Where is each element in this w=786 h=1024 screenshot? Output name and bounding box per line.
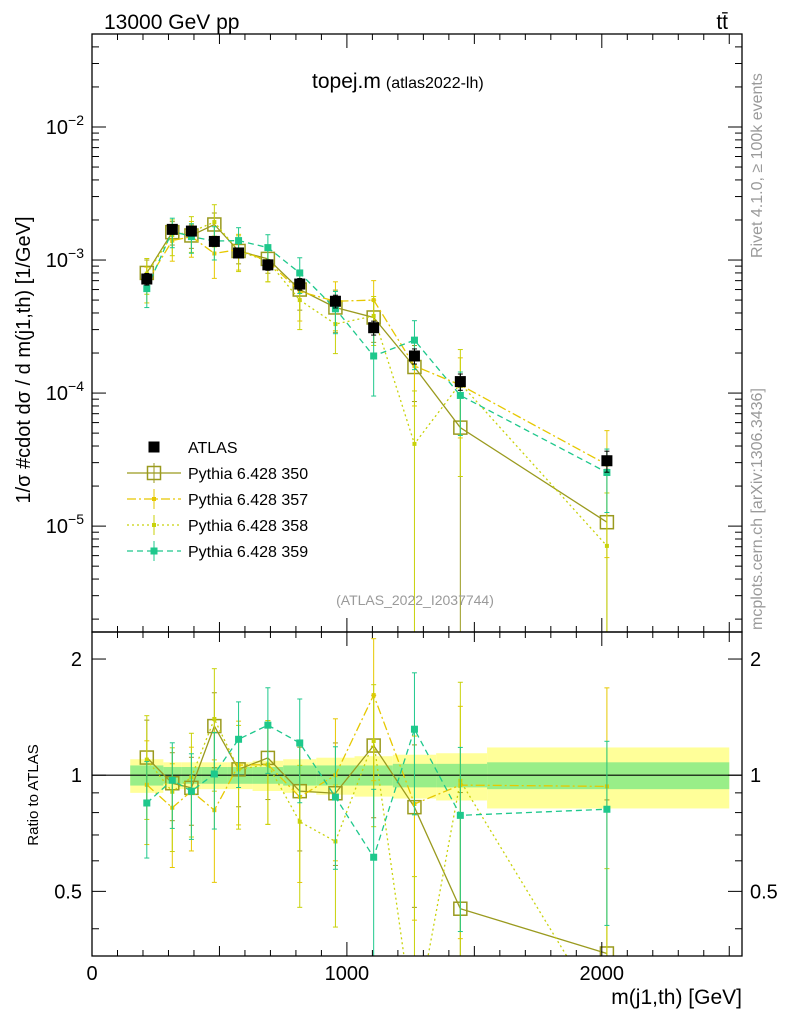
ratio-series-2-point (144, 757, 149, 762)
x-axis-label: m(j1,th) [GeV] (611, 986, 742, 1009)
series-3-point (331, 305, 339, 313)
y-tick-label: 10−5 (46, 511, 84, 538)
data-point (329, 295, 341, 307)
plot-title-main: topej.m (312, 70, 381, 93)
mcplots-label: mcplots.cern.ch [arXiv:1306.3436] (749, 388, 766, 630)
data-point (601, 455, 613, 467)
data-point (233, 247, 245, 259)
series-3-point (296, 269, 304, 277)
header-left: 13000 GeV pp (104, 11, 239, 34)
ratio-series-2-point (605, 1020, 609, 1024)
y-tick-label: 10−2 (46, 112, 84, 139)
series-2-point (371, 313, 376, 318)
ratio-y-tick-label-right: 1 (750, 765, 761, 787)
data-point (208, 235, 220, 247)
series-3-point (187, 233, 195, 241)
x-tick-label: 0 (86, 963, 97, 985)
legend-marker (150, 547, 158, 555)
legend-marker (152, 523, 156, 527)
legend-label: Pythia 6.428 357 (188, 492, 308, 509)
ratio-series-2-line (146, 717, 568, 956)
y-axis-label: 1/σ #cdot dσ / d m(j1,th) [1/GeV] (13, 216, 35, 503)
ratio-y-tick-label: 0.5 (54, 881, 82, 903)
x-tick-label: 2000 (580, 963, 625, 985)
ratio-y-tick-label-right: 0.5 (750, 881, 778, 903)
x-tick-label: 1000 (325, 963, 370, 985)
y-tick-label: 10−3 (46, 245, 84, 272)
legend-label: ATLAS (188, 440, 238, 457)
ratio-series-3-point (296, 739, 304, 747)
ratio-series-3-point (456, 811, 464, 819)
ratio-series-2-point (297, 819, 302, 824)
legend-marker (148, 441, 160, 453)
ratio-series-3-point (143, 799, 151, 807)
ratio-series-2-point (212, 716, 217, 721)
legend-marker (152, 497, 156, 501)
data-series (141, 223, 613, 473)
ratio-panel: 0 1000 2000 0.5 0.5 1 1 2 2 (54, 631, 778, 1024)
legend-label: Pythia 6.428 358 (188, 518, 308, 535)
series-3-point (370, 352, 378, 360)
series-3-point (264, 244, 272, 252)
series-3-point (235, 237, 243, 245)
series-2-point (604, 543, 609, 548)
ratio-series-3-point (410, 725, 418, 733)
main-series (139, 204, 615, 632)
data-point (166, 223, 178, 235)
series-2-point (297, 298, 302, 303)
ratio-series-3 (143, 672, 611, 956)
plot-title-suffix: (atlas2022-lh) (386, 75, 484, 92)
ratio-y-tick-label-right: 2 (750, 649, 761, 671)
main-frame (91, 33, 743, 633)
legend-label: Pythia 6.428 350 (188, 466, 308, 483)
ratio-series-3-point (370, 853, 378, 861)
series-1-line (146, 235, 608, 466)
ratio-series-3-point (235, 735, 243, 743)
series-2-point (212, 220, 217, 225)
data-point (454, 376, 466, 388)
legend-label: Pythia 6.428 359 (188, 544, 308, 561)
ratio-frame (91, 631, 743, 957)
ratio-series-3-point (187, 787, 195, 795)
data-point (185, 225, 197, 237)
legend-marker (146, 465, 162, 481)
analysis-watermark: (ATLAS_2022_I2037744) (336, 592, 494, 608)
main-axes: 10−2 10−3 10−4 10−5 (46, 33, 743, 633)
series-3-line (146, 230, 608, 474)
ratio-series-3-point (210, 770, 218, 778)
series-2-point (412, 441, 417, 446)
ratio-y-axis-label: Ratio to ATLAS (25, 744, 42, 845)
y-tick-label: 10−4 (46, 378, 84, 405)
main-panel: 10−2 10−3 10−4 10−5 topej.m (atlas2022-lh) (… (46, 33, 743, 633)
legend: ATLAS Pythia 6.428 350 Pythia 6.428 357 Pyt… (127, 440, 308, 561)
data-point (408, 350, 420, 362)
series-3-point (456, 391, 464, 399)
ratio-series-0-line (146, 724, 608, 955)
ratio-series (139, 638, 615, 1024)
data-point (368, 322, 380, 334)
ratio-y-tick-label: 2 (71, 649, 82, 671)
ratio-series-3-point (264, 721, 272, 729)
series-3-point (143, 285, 151, 293)
ratio-series-3-point (603, 805, 611, 813)
ratio-series-3-point (331, 793, 339, 801)
ratio-series-3-point (168, 776, 176, 784)
data-point (141, 273, 153, 285)
ratio-series-2-point (371, 739, 376, 744)
ratio-y-tick-label: 1 (71, 765, 82, 787)
series-3-point (410, 336, 418, 344)
rivet-label: Rivet 4.1.0, ≥ 100k events (749, 73, 766, 258)
data-point (262, 259, 274, 271)
ratio-axes: 0 1000 2000 0.5 0.5 1 1 2 2 (54, 631, 778, 985)
data-point (294, 278, 306, 290)
plot-title: topej.m (atlas2022-lh) (312, 70, 484, 93)
header-right: tt̄ (716, 11, 728, 34)
